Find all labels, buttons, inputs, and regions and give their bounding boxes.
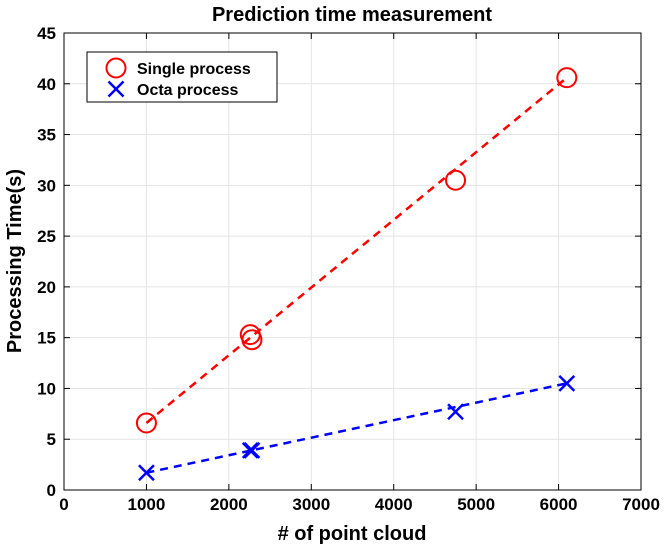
x-axis-label: # of point cloud — [278, 523, 427, 545]
legend: Single process Octa process — [86, 51, 278, 103]
data-point — [135, 412, 157, 434]
x-tick-label: 1000 — [128, 495, 166, 514]
y-tick-label: 15 — [37, 329, 56, 348]
y-tick-label: 40 — [37, 75, 56, 94]
series — [135, 67, 578, 482]
x-tick-label: 3000 — [292, 495, 330, 514]
data-point — [138, 464, 155, 482]
chart-title: Prediction time measurement — [212, 4, 492, 26]
marker-stroke — [243, 442, 261, 459]
series-2 — [138, 374, 576, 482]
x-tick-label: 6000 — [540, 495, 578, 514]
x-tick-label: 4000 — [375, 495, 413, 514]
marker-stroke — [558, 374, 576, 392]
y-tick-label: 45 — [37, 24, 56, 43]
series-1 — [135, 67, 578, 434]
ticks: 0 1000 2000 3000 4000 5000 6000 7000 0 5 10 15 20 25 3… — [37, 24, 660, 514]
x-tick-label: 2000 — [210, 495, 248, 514]
marker-stroke — [138, 464, 155, 482]
legend-marker — [107, 80, 125, 98]
marker-stroke — [447, 403, 464, 421]
marker-stroke — [107, 80, 125, 98]
x-tick-label: 5000 — [457, 495, 495, 514]
plot-area — [64, 33, 641, 490]
series-trend-line — [145, 76, 568, 424]
series-trend-line — [146, 382, 568, 474]
y-tick-label: 20 — [37, 278, 56, 297]
y-tick-label: 0 — [47, 481, 56, 500]
data-point — [558, 374, 576, 392]
y-tick-label: 35 — [37, 126, 56, 145]
y-tick-label: 10 — [37, 379, 56, 398]
x-tick-label: 0 — [59, 495, 68, 514]
data-point — [447, 403, 464, 421]
legend-label: Single process — [137, 61, 251, 78]
data-point — [556, 67, 578, 89]
data-point — [241, 329, 263, 351]
y-tick-label: 25 — [37, 227, 56, 246]
legend-label: Octa process — [137, 82, 238, 99]
data-point — [243, 442, 261, 459]
y-tick-label: 5 — [47, 430, 56, 449]
y-tick-label: 30 — [37, 176, 56, 195]
y-axis-label: Processing Time(s) — [4, 169, 26, 353]
plot-frame — [63, 32, 642, 491]
legend-marker — [105, 57, 127, 79]
data-point — [445, 169, 467, 191]
x-tick-label: 7000 — [622, 495, 660, 514]
